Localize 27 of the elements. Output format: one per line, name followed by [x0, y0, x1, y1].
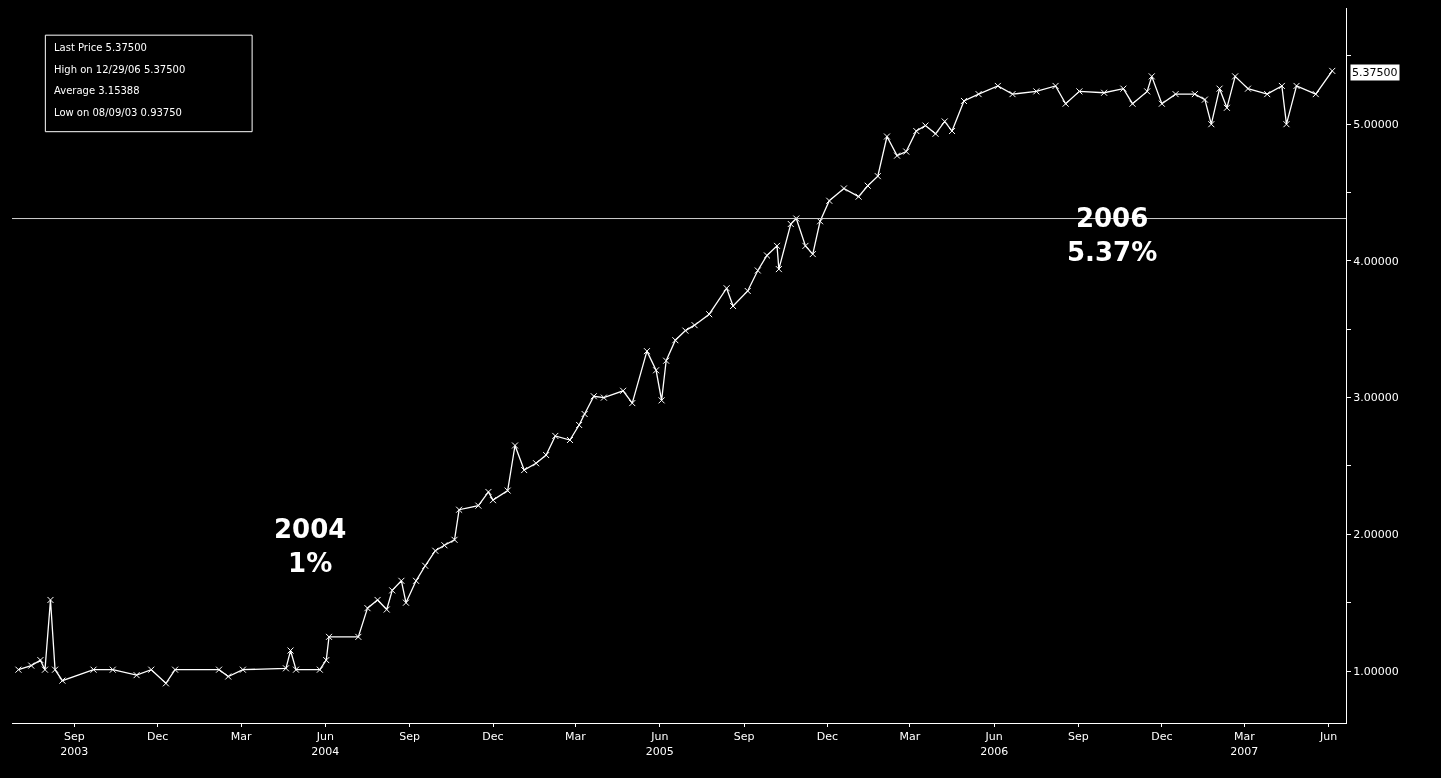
x-tick-label: Jun 2004 [311, 730, 340, 758]
x-tick-label: Sep [1068, 730, 1089, 744]
annotation: Average 3.15388 [54, 85, 140, 96]
x-tick-label: Dec [482, 730, 504, 744]
x-tick-label: Dec [147, 730, 169, 744]
annotation: High on 12/29/06 5.37500 [54, 64, 186, 75]
y-tick-label: 1.00000 [1353, 664, 1399, 678]
y-tick-label: 2.00000 [1353, 528, 1399, 542]
annotation: Last Price 5.37500 [54, 42, 147, 53]
x-tick-label: Jun [1319, 730, 1338, 744]
annotation: 2004 1% [274, 514, 347, 578]
x-tick-label: Jun 2005 [645, 730, 674, 758]
x-tick-label: Jun 2006 [980, 730, 1009, 758]
x-tick-label: Mar [899, 730, 921, 744]
annotation: Low on 08/09/03 0.93750 [54, 107, 182, 118]
y-tick-label: 4.00000 [1353, 254, 1399, 268]
x-tick-label: Dec [816, 730, 839, 744]
y-tick-label: 3.00000 [1353, 391, 1399, 405]
x-tick-label: Sep [733, 730, 755, 744]
x-tick-label: Dec [1151, 730, 1173, 744]
x-tick-label: Sep [399, 730, 421, 744]
annotation: 5.37500 [1352, 66, 1398, 79]
x-tick-label: Mar [230, 730, 252, 744]
x-tick-label: Mar 2007 [1230, 730, 1259, 758]
y-tick-label: 5.00000 [1353, 118, 1399, 132]
x-tick-label: Mar [565, 730, 587, 744]
x-tick-label: Sep 2003 [60, 730, 89, 758]
